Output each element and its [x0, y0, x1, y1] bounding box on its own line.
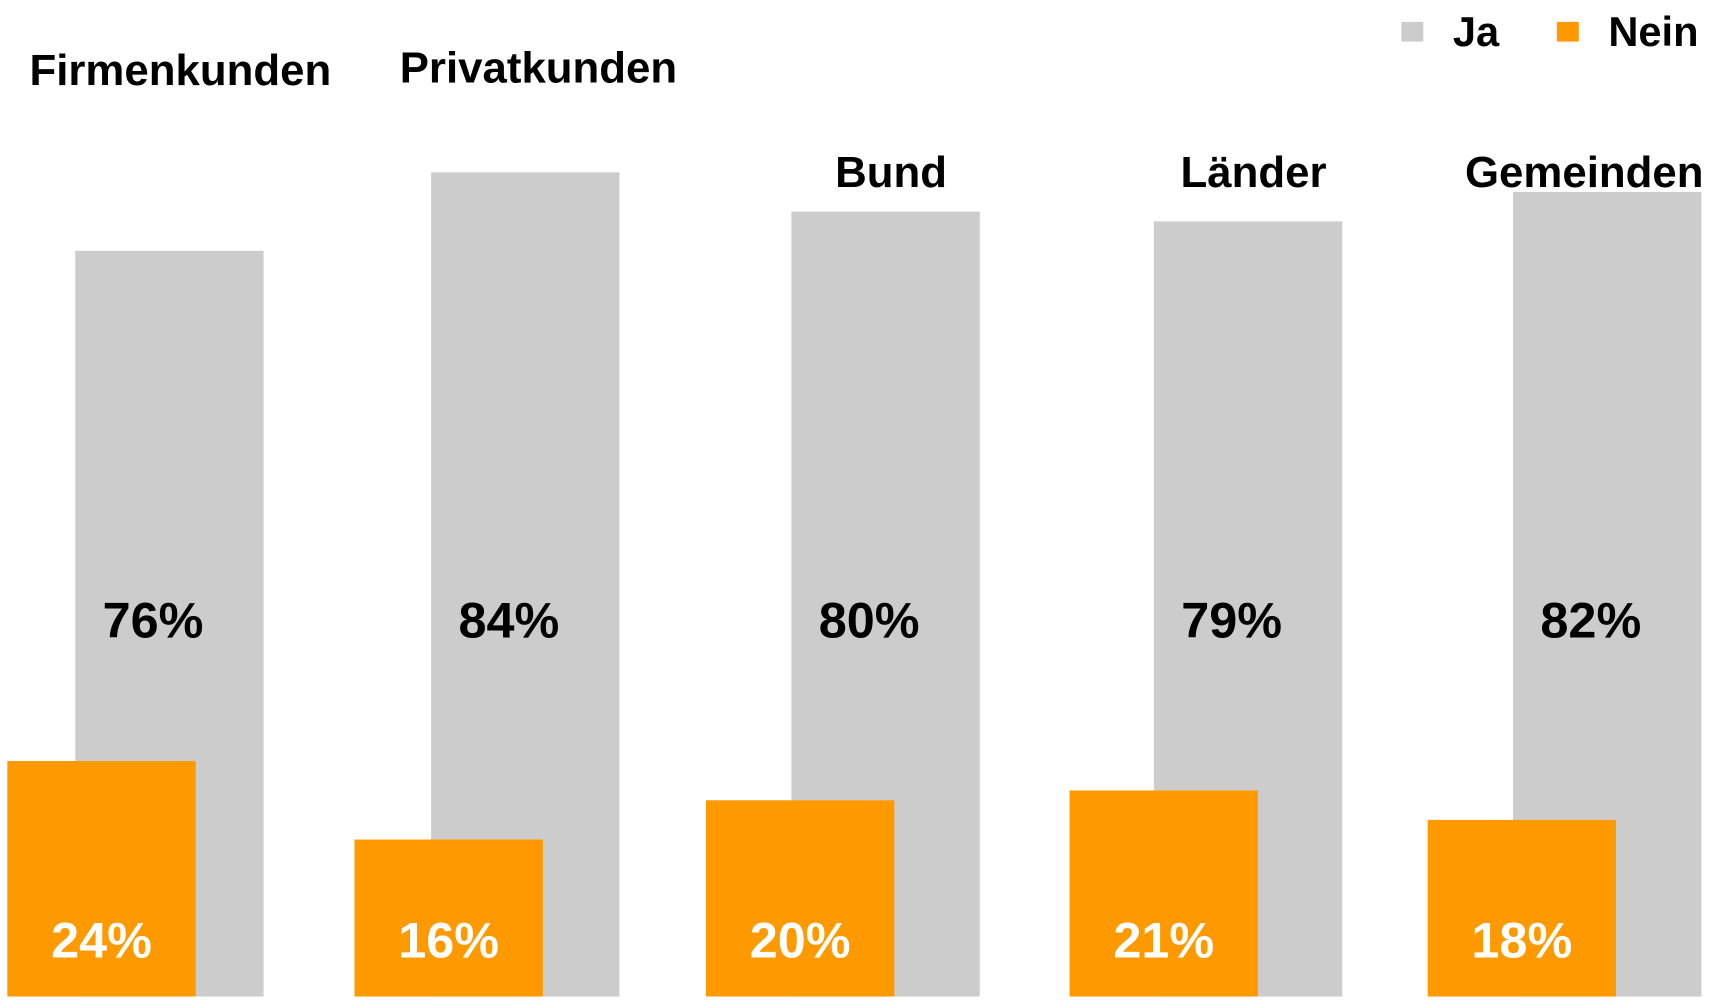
legend-swatch	[1401, 21, 1424, 42]
category-label: Länder	[1181, 148, 1327, 197]
category-label: Privatkunden	[400, 44, 677, 93]
value-label: 16%	[398, 911, 499, 968]
value-label: 76%	[103, 592, 204, 649]
legend-label: Nein	[1608, 8, 1698, 55]
value-label: 80%	[819, 592, 920, 649]
bar	[7, 761, 196, 997]
bar	[1427, 819, 1617, 997]
bar	[354, 839, 543, 997]
value-label: 24%	[51, 911, 152, 968]
category-label: Gemeinden	[1465, 148, 1704, 197]
legend-swatch	[1556, 21, 1579, 42]
value-label: 84%	[458, 592, 559, 649]
value-label: 79%	[1181, 592, 1282, 649]
category-label: Firmenkunden	[29, 46, 331, 95]
value-label: 20%	[750, 911, 851, 968]
value-label: 82%	[1540, 592, 1641, 649]
legend-label: Ja	[1453, 8, 1500, 55]
bar	[705, 800, 895, 997]
category-label: Bund	[835, 148, 947, 197]
value-label: 18%	[1471, 911, 1572, 968]
value-label: 21%	[1113, 911, 1214, 968]
bar	[1069, 790, 1258, 997]
